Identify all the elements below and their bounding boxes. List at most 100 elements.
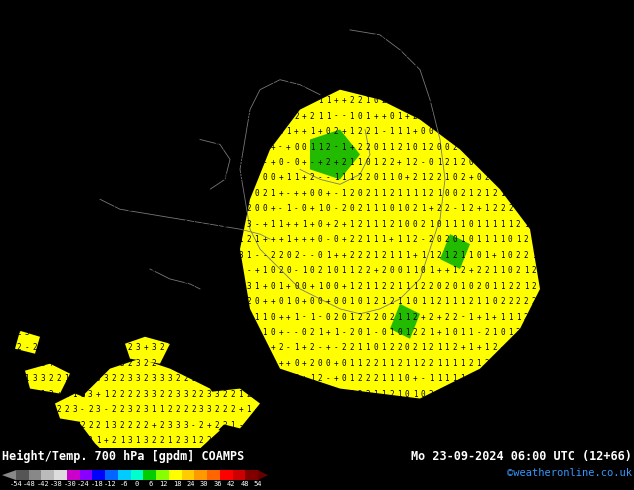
Text: 1: 1 (453, 3, 457, 12)
Text: 2: 2 (32, 297, 37, 306)
Text: 2: 2 (540, 374, 545, 383)
Text: 0: 0 (294, 421, 299, 430)
Text: 0: 0 (358, 112, 362, 121)
Text: +: + (302, 297, 307, 306)
Text: +: + (48, 204, 53, 213)
Text: 2: 2 (555, 34, 560, 43)
Text: 1: 1 (238, 235, 243, 245)
Text: 2: 2 (595, 313, 600, 321)
Text: 1: 1 (333, 173, 339, 182)
Text: 3: 3 (611, 374, 616, 383)
Text: 2: 2 (238, 374, 243, 383)
Text: 2: 2 (247, 204, 251, 213)
Text: 3: 3 (80, 3, 85, 12)
Text: 3: 3 (41, 204, 45, 213)
Text: +: + (476, 112, 481, 121)
Text: 2: 2 (555, 266, 560, 275)
Polygon shape (258, 470, 268, 480)
Text: 0: 0 (333, 282, 339, 291)
Text: 1: 1 (397, 127, 402, 136)
Text: 2: 2 (524, 328, 529, 337)
Text: 1: 1 (333, 34, 339, 43)
Text: +: + (56, 34, 61, 43)
Text: 1: 1 (500, 266, 505, 275)
Text: -: - (365, 50, 370, 59)
Text: 2: 2 (183, 374, 188, 383)
Text: 2: 2 (112, 405, 117, 415)
Text: +: + (286, 3, 291, 12)
Text: 2: 2 (508, 158, 513, 167)
Text: 1: 1 (326, 3, 330, 12)
Text: 0: 0 (302, 34, 307, 43)
Text: 2: 2 (143, 173, 148, 182)
Text: 1: 1 (444, 374, 450, 383)
Text: 1: 1 (120, 436, 124, 445)
Text: 2: 2 (247, 143, 251, 151)
Text: 2: 2 (1, 173, 6, 182)
Text: 2: 2 (41, 421, 45, 430)
Text: 1: 1 (548, 81, 552, 90)
Text: 1: 1 (365, 282, 370, 291)
Text: -: - (453, 204, 457, 213)
Text: 1: 1 (167, 436, 172, 445)
Text: 1: 1 (231, 81, 235, 90)
Text: 2: 2 (72, 65, 77, 74)
Text: -: - (207, 50, 212, 59)
Text: 2: 2 (524, 251, 529, 260)
Text: 1: 1 (540, 143, 545, 151)
Text: +: + (318, 127, 323, 136)
Text: -: - (80, 405, 85, 415)
Text: 2: 2 (112, 374, 117, 383)
Text: 3: 3 (72, 189, 77, 198)
Text: 3: 3 (587, 189, 592, 198)
Text: +: + (143, 343, 148, 352)
Text: 3: 3 (199, 405, 204, 415)
Text: 2: 2 (207, 235, 212, 245)
Text: 18: 18 (173, 481, 181, 487)
Text: 2: 2 (508, 282, 513, 291)
Text: 2: 2 (437, 19, 441, 28)
Text: 1: 1 (627, 50, 631, 59)
Text: 2: 2 (571, 313, 576, 321)
Text: 2: 2 (627, 189, 631, 198)
Text: 2: 2 (381, 251, 386, 260)
Text: 1: 1 (555, 204, 560, 213)
Text: 1: 1 (564, 112, 568, 121)
Text: 1: 1 (579, 220, 584, 229)
Text: 1: 1 (159, 173, 164, 182)
Text: -: - (421, 158, 425, 167)
Text: 1: 1 (627, 421, 631, 430)
Text: 2: 2 (381, 158, 386, 167)
Text: 2: 2 (627, 158, 631, 167)
Text: 2: 2 (215, 50, 219, 59)
Text: 1: 1 (381, 173, 386, 182)
Text: +: + (48, 189, 53, 198)
Text: -: - (318, 343, 323, 352)
Text: +: + (294, 65, 299, 74)
Text: 3: 3 (136, 50, 140, 59)
Text: 2: 2 (223, 127, 228, 136)
Text: -: - (223, 96, 228, 105)
Text: 2: 2 (310, 19, 314, 28)
Text: 2: 2 (595, 282, 600, 291)
Text: 2: 2 (112, 96, 117, 105)
Text: 1: 1 (627, 374, 631, 383)
Text: 0: 0 (342, 313, 346, 321)
Text: 2: 2 (333, 220, 339, 229)
Text: 1: 1 (310, 127, 314, 136)
Text: 2: 2 (167, 235, 172, 245)
Text: 2: 2 (72, 112, 77, 121)
Text: 0: 0 (326, 405, 330, 415)
Text: 2: 2 (25, 297, 29, 306)
Text: 1: 1 (524, 65, 529, 74)
Text: 1: 1 (413, 65, 418, 74)
Text: 1: 1 (500, 359, 505, 368)
Text: 0: 0 (333, 297, 339, 306)
Text: 2: 2 (104, 81, 108, 90)
Text: 1: 1 (587, 235, 592, 245)
Text: 2: 2 (437, 204, 441, 213)
Text: 2: 2 (247, 158, 251, 167)
Text: +: + (302, 127, 307, 136)
Text: +: + (56, 328, 61, 337)
Text: 1: 1 (127, 96, 133, 105)
